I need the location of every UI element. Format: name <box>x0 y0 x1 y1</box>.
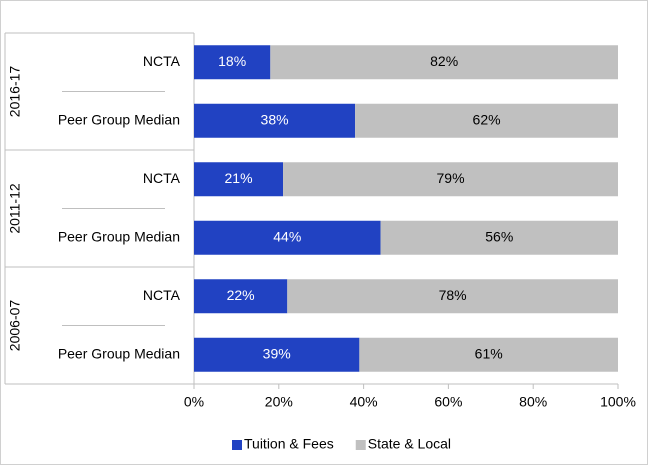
data-label: 82% <box>430 53 458 69</box>
bar-segment <box>270 45 618 80</box>
data-label: 79% <box>437 170 465 186</box>
bar-segment <box>380 220 618 255</box>
data-label: 21% <box>225 170 253 186</box>
bar-segment <box>194 279 288 314</box>
legend-label: State & Local <box>368 436 451 452</box>
bar-segment <box>194 220 381 255</box>
data-label: 22% <box>227 287 255 303</box>
bar-segment <box>194 337 360 372</box>
y-tick-label: Peer Group Median <box>58 111 180 127</box>
data-label: 56% <box>485 228 513 244</box>
bar-segment <box>359 337 618 372</box>
x-tick-label: 40% <box>350 394 378 410</box>
legend-label: Tuition & Fees <box>244 436 334 452</box>
bar-segment <box>194 103 356 138</box>
y-tick-label: NCTA <box>143 53 181 69</box>
bar-segment <box>194 45 271 80</box>
data-label: 38% <box>261 111 289 127</box>
data-label: 44% <box>273 228 301 244</box>
y-tick-label: Peer Group Median <box>58 345 180 361</box>
x-tick-label: 80% <box>519 394 547 410</box>
x-tick-label: 20% <box>265 394 293 410</box>
group-label: 2016-17 <box>7 66 23 118</box>
data-label: 78% <box>439 287 467 303</box>
legend-swatch <box>355 440 366 450</box>
bar-segment <box>355 103 618 138</box>
bar-segment <box>283 162 618 197</box>
bar-segment <box>287 279 618 314</box>
x-tick-label: 100% <box>600 394 636 410</box>
data-label: 39% <box>263 345 291 361</box>
data-label: 61% <box>475 345 503 361</box>
y-tick-label: NCTA <box>143 170 181 186</box>
y-tick-label: NCTA <box>143 287 181 303</box>
data-label: 62% <box>473 111 501 127</box>
group-label: 2011-12 <box>7 183 23 234</box>
x-tick-label: 60% <box>434 394 462 410</box>
y-tick-label: Peer Group Median <box>58 228 180 244</box>
bar-segment <box>194 162 284 197</box>
x-tick-label: 0% <box>184 394 204 410</box>
group-label: 2006-07 <box>7 300 23 352</box>
data-label: 18% <box>218 53 246 69</box>
legend-swatch <box>232 440 242 450</box>
